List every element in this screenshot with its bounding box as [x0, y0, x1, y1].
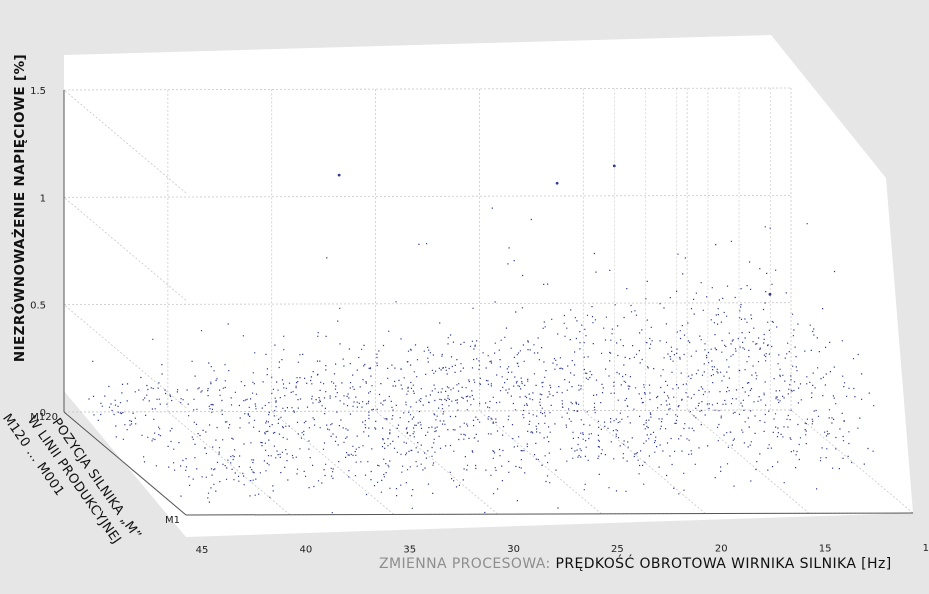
floor-gridline — [167, 411, 291, 516]
y-tick-label: 1 — [40, 193, 46, 204]
floor-gridline — [583, 410, 706, 514]
side-wall-gridline — [63, 304, 187, 408]
y-axis-label: NIEZRÓWNOWAŻENIE NAPIĘCIOWE [%] — [10, 54, 28, 362]
outlier-points — [337, 164, 772, 296]
z-axis-line — [63, 411, 187, 516]
floor-gridline — [271, 411, 394, 515]
outlier-point — [337, 173, 341, 177]
x-tick-label: 45 — [196, 545, 209, 556]
y-tick-label: 0 — [40, 408, 46, 419]
x-axis-line — [185, 512, 914, 516]
floor-gridline — [790, 409, 914, 514]
grid-lines — [63, 87, 914, 516]
x-axis-label-main: PRĘDKOŚĆ OBROTOWA WIRNIKA SILNIKA [Hz] — [555, 556, 892, 572]
x-axis-label-prefix: ZMIENNA PROCESOWA: — [379, 556, 551, 572]
floor-gridline — [63, 409, 792, 413]
z-tick-label: M120 — [30, 412, 58, 423]
x-tick-label: 15 — [819, 543, 832, 554]
x-axis-label: ZMIENNA PROCESOWA: PRĘDKOŚĆ OBROTOWA WIR… — [379, 556, 892, 572]
outlier-point — [612, 164, 616, 168]
x-tick-label: 35 — [403, 544, 416, 555]
floor-gridline — [375, 410, 498, 515]
y-tick-label: 1.5 — [30, 86, 46, 97]
x-tick-label: 25 — [611, 544, 624, 555]
x-tick-label: 10 — [923, 543, 929, 554]
floor-gridline — [686, 409, 810, 514]
axis-lines — [63, 90, 914, 516]
back-wall-gridline — [63, 302, 792, 306]
outlier-point — [555, 181, 559, 185]
side-wall-gridline — [63, 197, 187, 301]
x-tick-label: 20 — [715, 544, 728, 555]
floor-gridline — [479, 410, 602, 515]
x-tick-label: 30 — [507, 544, 520, 555]
z-tick-label: M1 — [165, 515, 180, 526]
back-wall-gridline — [63, 194, 792, 198]
back-wall-gridline — [63, 87, 792, 91]
side-wall-gridline — [63, 89, 187, 194]
x-tick-label: 40 — [299, 545, 312, 556]
outlier-point — [768, 292, 772, 296]
y-tick-label: 0.5 — [30, 301, 46, 312]
axes-background — [64, 35, 913, 537]
